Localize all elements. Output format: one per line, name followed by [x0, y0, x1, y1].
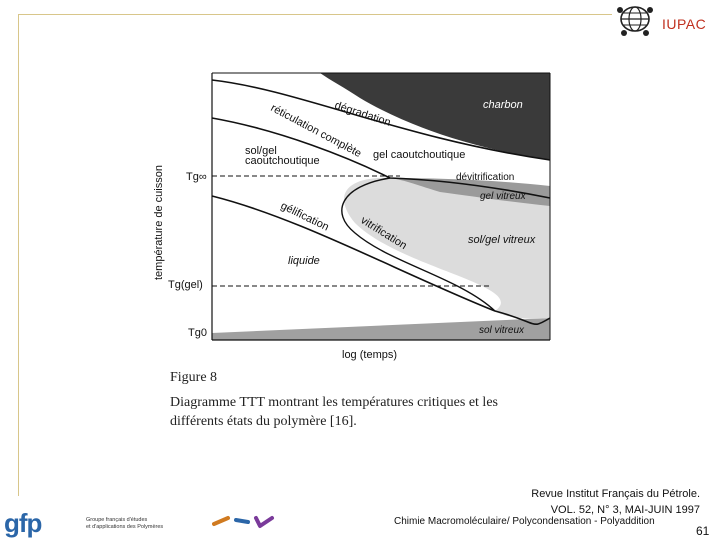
tick-tg0: Tg0 [188, 327, 207, 339]
page-number: 61 [696, 524, 710, 538]
x-axis-label: log (temps) [342, 349, 397, 361]
curve-degradation [211, 79, 551, 161]
curve-vitrification [341, 177, 496, 312]
y-axis-label: température de cuisson [153, 165, 165, 280]
iupac-globe-icon [617, 6, 653, 36]
journal-title: Revue Institut Français du Pétrole. [531, 488, 700, 500]
iupac-logo-text: IUPAC [662, 16, 707, 32]
frame-left-line [18, 14, 19, 496]
journal-volume: VOL. 52, N° 3, MAI-JUIN 1997 [550, 504, 700, 516]
region-sol-gel-vitreux [343, 177, 550, 319]
frame-top-line [18, 14, 612, 15]
region-gel-vitreux [390, 178, 550, 206]
label-gel-caoutchoutique: gel caoutchoutique [373, 149, 465, 161]
label-devitrification: dévitrification [456, 172, 514, 183]
figure-caption: Figure 8 Diagramme TTT montrant les temp… [170, 368, 550, 431]
tick-tg-inf: Tg∞ [186, 171, 207, 183]
gfp-tagline-line2: et d'applications des Polymères [86, 524, 164, 530]
curve-gelification [211, 195, 551, 325]
figure-number: Figure 8 [170, 370, 218, 385]
label-sol-gel: sol/gel [245, 145, 277, 157]
gfp-tagline-line1: Groupe français d'études [86, 517, 148, 523]
tick-tg-gel: Tg(gel) [168, 279, 203, 291]
label-caoutchoutique: caoutchoutique [245, 155, 320, 167]
figure-caption-text: Diagramme TTT montrant les températures … [170, 395, 498, 429]
series-title: Chimie Macromoléculaire/ Polycondensatio… [394, 516, 655, 527]
gfp-decorative-strokes-icon [212, 516, 274, 528]
region-sol-vitreux [212, 318, 550, 340]
label-charbon: charbon [483, 99, 523, 111]
label-sol-vitreux: sol vitreux [479, 325, 525, 336]
label-gel-vitreux: gel vitreux [480, 191, 527, 202]
label-liquide: liquide [288, 255, 320, 267]
label-sol-gel-vitreux: sol/gel vitreux [468, 234, 536, 246]
gfp-tagline: Groupe français d'études et d'applicatio… [86, 517, 163, 531]
ttt-diagram: charbon dégradation réticulation complèt… [150, 68, 560, 368]
region-charbon [320, 73, 550, 160]
gfp-logo: gfp [4, 508, 42, 538]
